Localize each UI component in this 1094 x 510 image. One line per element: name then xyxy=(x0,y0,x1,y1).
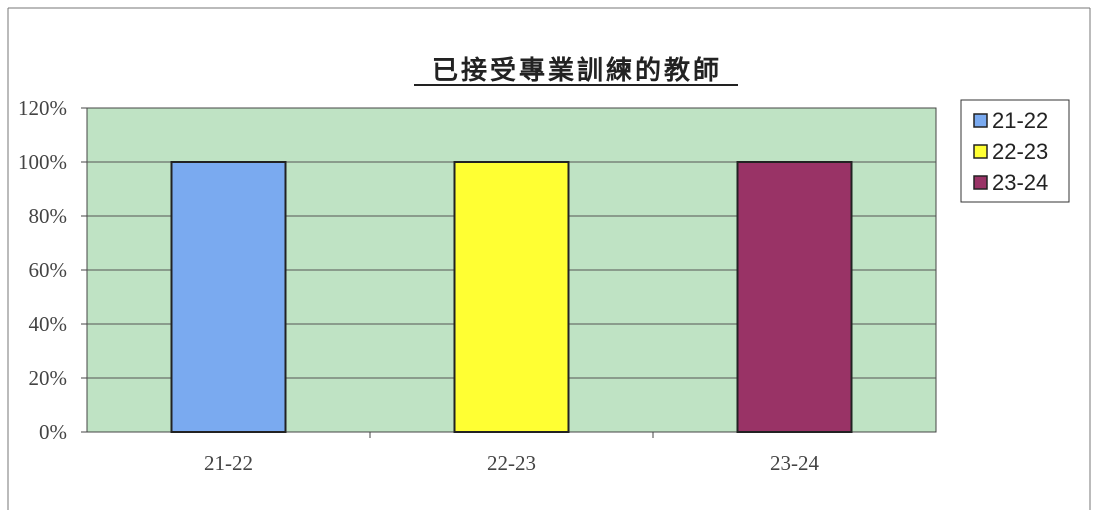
y-tick-label: 0% xyxy=(39,420,67,444)
legend-swatch-22-23 xyxy=(973,144,988,159)
legend-items: 21-22 22-23 23-24 xyxy=(973,108,1048,195)
legend-swatch-23-24 xyxy=(973,175,988,190)
y-tick-label: 120% xyxy=(18,96,67,120)
y-axis-ticks: 0% 20% 40% 60% 80% 100% 120% xyxy=(18,96,87,444)
x-tick-label: 22-23 xyxy=(487,451,536,475)
legend-label-22-23: 22-23 xyxy=(992,139,1048,164)
legend: 21-22 22-23 23-24 xyxy=(960,99,1070,203)
legend-label-23-24: 23-24 xyxy=(992,170,1048,195)
y-tick-label: 20% xyxy=(29,366,68,390)
bar-23-24 xyxy=(736,161,853,433)
y-tick-label: 100% xyxy=(18,150,67,174)
x-tick-label: 23-24 xyxy=(770,451,819,475)
legend-label-21-22: 21-22 xyxy=(992,108,1048,133)
y-tick-label: 80% xyxy=(29,204,68,228)
legend-swatch-21-22 xyxy=(973,113,988,128)
bar-21-22 xyxy=(170,161,287,433)
y-tick-label: 40% xyxy=(29,312,68,336)
chart-title: 已接受專業訓練的教師 xyxy=(432,55,722,86)
x-axis-ticks: 21-22 22-23 23-24 xyxy=(204,432,819,475)
x-tick-label: 21-22 xyxy=(204,451,253,475)
bars xyxy=(170,161,853,433)
bar-22-23 xyxy=(453,161,570,433)
y-tick-label: 60% xyxy=(29,258,68,282)
